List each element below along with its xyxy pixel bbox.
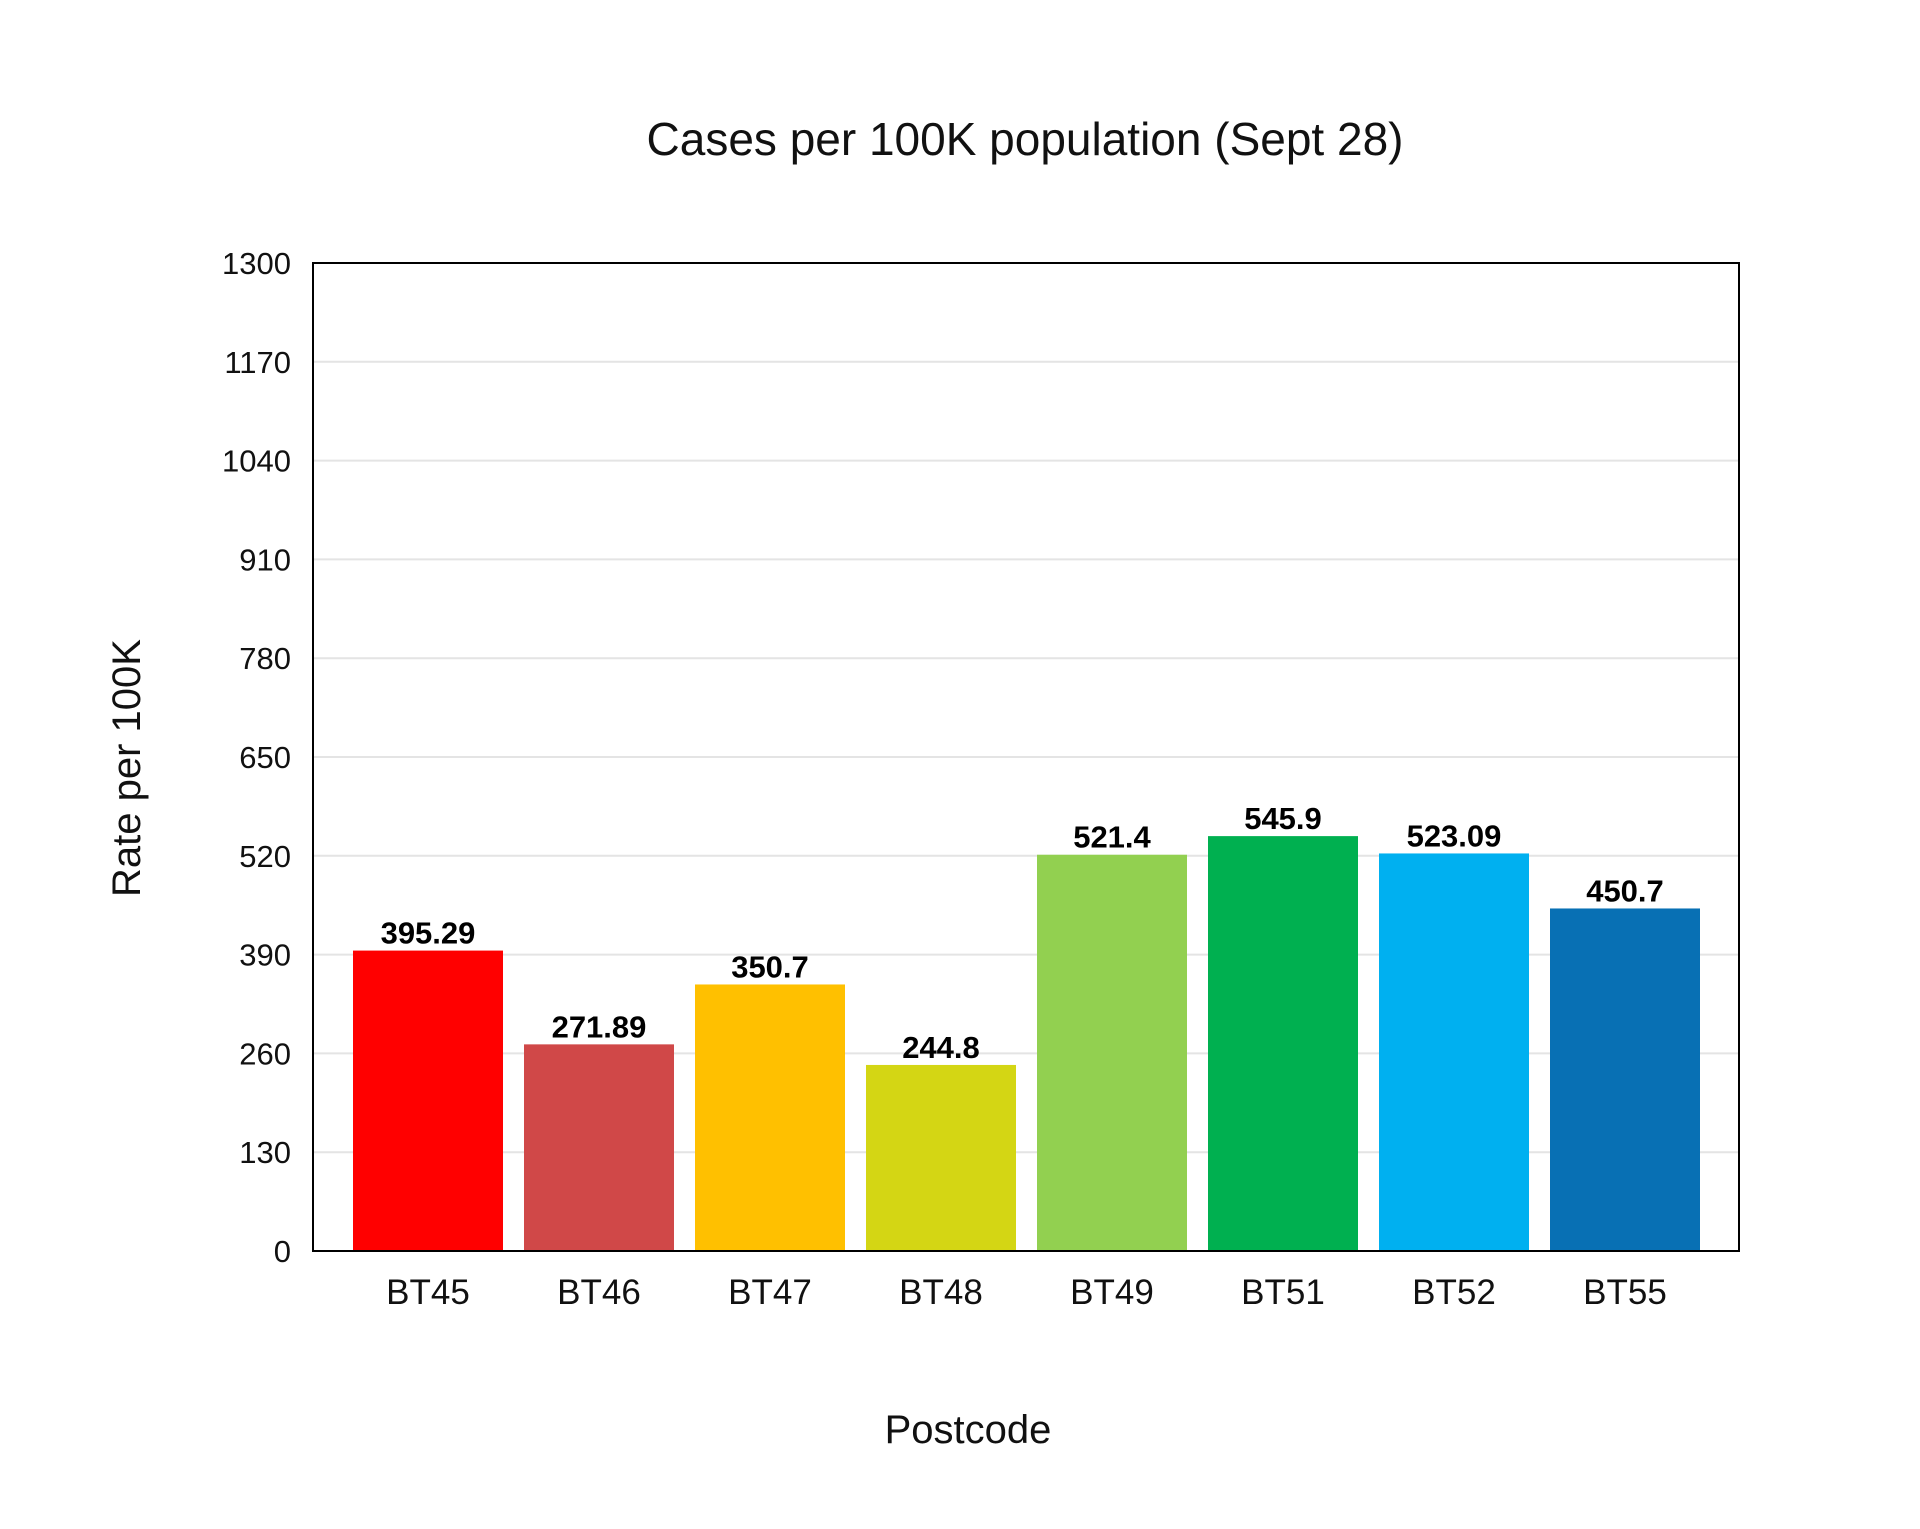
value-label-bt46: 271.89 xyxy=(552,1009,647,1044)
y-tick-label: 1170 xyxy=(224,345,291,380)
bar-bt52 xyxy=(1379,853,1529,1251)
value-label-bt51: 545.9 xyxy=(1244,801,1322,836)
value-label-bt55: 450.7 xyxy=(1586,873,1664,908)
bar-bt47 xyxy=(695,984,845,1251)
y-tick-label: 910 xyxy=(239,542,291,577)
bar-bt51 xyxy=(1208,836,1358,1251)
y-axis-ticks: 0 130 260 390 520 650 780 910 1040 1170 1300 xyxy=(222,246,291,1269)
value-labels: 395.29 271.89 350.7 244.8 521.4 545.9 523.09 45… xyxy=(381,801,1664,1065)
x-tick-label: BT46 xyxy=(557,1273,641,1312)
plot-area-frame xyxy=(312,262,1740,1252)
x-tick-label: BT52 xyxy=(1412,1273,1496,1312)
value-label-bt47: 350.7 xyxy=(731,949,809,984)
y-axis-label: Rate per 100K xyxy=(105,639,149,897)
x-tick-label: BT51 xyxy=(1241,1273,1325,1312)
bars xyxy=(353,836,1700,1251)
y-tick-label: 390 xyxy=(239,938,291,973)
x-tick-label: BT45 xyxy=(386,1273,470,1312)
y-tick-label: 130 xyxy=(239,1135,291,1170)
y-tick-label: 1300 xyxy=(222,246,291,281)
x-tick-label: BT49 xyxy=(1070,1273,1154,1312)
x-axis-label: Postcode xyxy=(885,1408,1052,1452)
x-tick-label: BT48 xyxy=(899,1273,983,1312)
y-tick-label: 650 xyxy=(239,740,291,775)
x-axis-ticks: BT45 BT46 BT47 BT48 BT49 BT51 BT52 BT55 xyxy=(386,1273,1667,1312)
bar-bt49 xyxy=(1037,854,1187,1251)
y-tick-label: 520 xyxy=(239,839,291,874)
value-label-bt45: 395.29 xyxy=(381,916,476,951)
chart-title: Cases per 100K population (Sept 28) xyxy=(647,113,1404,165)
x-tick-label: BT47 xyxy=(728,1273,812,1312)
value-label-bt52: 523.09 xyxy=(1407,818,1502,853)
bar-bt55 xyxy=(1550,908,1700,1251)
y-tick-label: 0 xyxy=(274,1234,291,1269)
bar-bt48 xyxy=(866,1064,1016,1251)
y-tick-label: 1040 xyxy=(222,444,291,479)
x-tick-label: BT55 xyxy=(1583,1273,1667,1312)
value-label-bt48: 244.8 xyxy=(902,1030,980,1065)
y-tick-label: 780 xyxy=(239,641,291,676)
y-tick-label: 260 xyxy=(239,1036,291,1071)
bar-bt45 xyxy=(353,950,503,1251)
value-label-bt49: 521.4 xyxy=(1073,820,1151,855)
bar-bt46 xyxy=(524,1044,674,1251)
